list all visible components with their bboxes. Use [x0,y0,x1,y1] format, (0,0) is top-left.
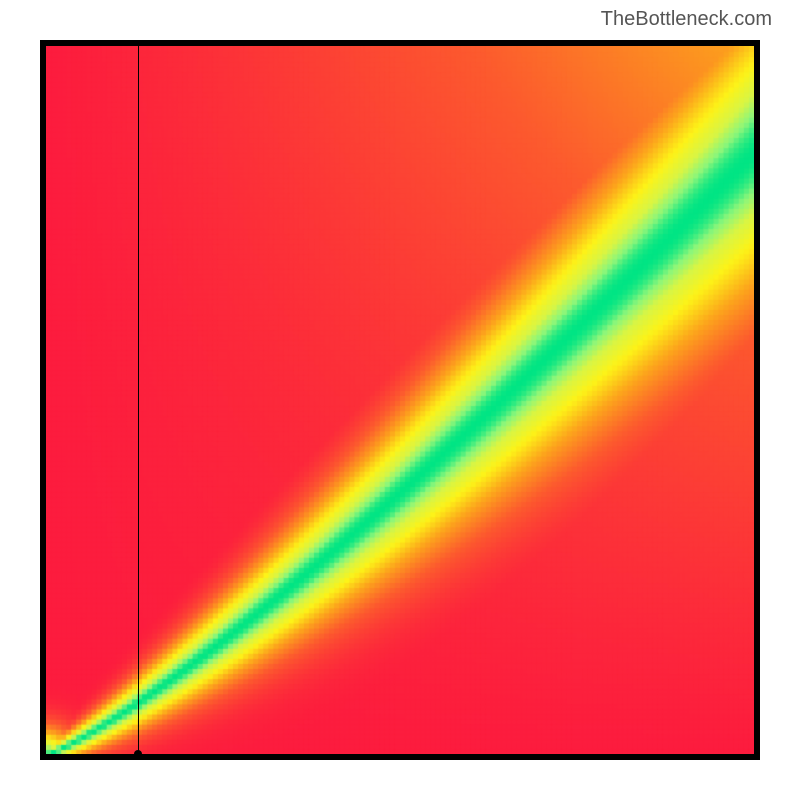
page-root: TheBottleneck.com [0,0,800,800]
heatmap-canvas [46,46,754,754]
marker-dot [134,750,142,758]
crosshair-vertical [138,46,139,754]
watermark-text: TheBottleneck.com [601,8,772,31]
bottleneck-heatmap [40,40,760,760]
